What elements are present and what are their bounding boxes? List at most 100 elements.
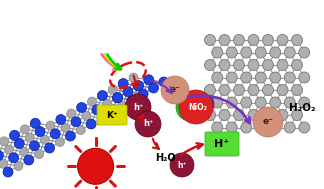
Circle shape: [170, 153, 194, 177]
Text: NiO₂: NiO₂: [189, 102, 207, 112]
Circle shape: [30, 118, 40, 128]
Circle shape: [123, 87, 133, 97]
Circle shape: [226, 122, 237, 133]
Circle shape: [234, 60, 245, 70]
Circle shape: [248, 35, 259, 46]
Circle shape: [255, 122, 266, 133]
Circle shape: [92, 105, 102, 115]
Circle shape: [20, 125, 29, 134]
Circle shape: [97, 114, 106, 122]
Circle shape: [133, 81, 143, 91]
Circle shape: [67, 109, 76, 118]
Circle shape: [234, 35, 245, 46]
Circle shape: [29, 141, 40, 151]
Circle shape: [128, 95, 138, 105]
Circle shape: [86, 119, 96, 129]
Circle shape: [76, 125, 85, 135]
Circle shape: [35, 149, 44, 159]
Circle shape: [107, 107, 117, 117]
Circle shape: [299, 47, 310, 58]
Circle shape: [159, 77, 169, 87]
Circle shape: [50, 129, 60, 139]
Circle shape: [234, 109, 245, 121]
Circle shape: [103, 99, 112, 108]
Circle shape: [262, 109, 273, 121]
Circle shape: [118, 101, 127, 111]
Circle shape: [262, 84, 273, 95]
Text: H₂O: H₂O: [155, 153, 175, 163]
Circle shape: [55, 138, 64, 146]
Circle shape: [179, 90, 213, 124]
Circle shape: [139, 90, 148, 98]
Circle shape: [204, 35, 215, 46]
Circle shape: [292, 60, 303, 70]
Circle shape: [212, 122, 223, 133]
Circle shape: [277, 84, 288, 95]
Circle shape: [284, 47, 295, 58]
Circle shape: [148, 83, 158, 93]
Circle shape: [284, 97, 295, 108]
Circle shape: [77, 148, 114, 184]
Circle shape: [35, 127, 45, 136]
Circle shape: [212, 72, 223, 83]
Circle shape: [5, 145, 13, 154]
Circle shape: [176, 93, 204, 121]
Circle shape: [112, 93, 122, 103]
Circle shape: [204, 60, 215, 70]
Circle shape: [248, 109, 259, 121]
Circle shape: [234, 84, 245, 95]
Circle shape: [248, 60, 259, 70]
Circle shape: [129, 73, 138, 82]
Text: h⁺: h⁺: [133, 102, 143, 112]
FancyBboxPatch shape: [97, 105, 127, 125]
Circle shape: [241, 122, 252, 133]
Circle shape: [3, 167, 13, 177]
Circle shape: [204, 84, 215, 95]
Circle shape: [219, 60, 230, 70]
Circle shape: [9, 130, 19, 140]
Circle shape: [65, 131, 75, 141]
Circle shape: [277, 60, 288, 70]
Circle shape: [270, 47, 281, 58]
Circle shape: [128, 95, 138, 105]
Circle shape: [219, 84, 230, 95]
Circle shape: [212, 97, 223, 108]
Circle shape: [241, 97, 252, 108]
Circle shape: [284, 72, 295, 83]
Circle shape: [226, 72, 237, 83]
Circle shape: [255, 72, 266, 83]
Circle shape: [98, 91, 108, 101]
Circle shape: [241, 72, 252, 83]
Circle shape: [204, 109, 215, 121]
Text: h⁺: h⁺: [143, 119, 153, 129]
Circle shape: [87, 97, 97, 106]
Circle shape: [46, 121, 55, 130]
Circle shape: [241, 47, 252, 58]
Circle shape: [108, 85, 117, 94]
Circle shape: [133, 81, 143, 91]
Circle shape: [292, 84, 303, 95]
Circle shape: [270, 122, 281, 133]
Text: e⁻: e⁻: [262, 118, 273, 126]
Circle shape: [161, 76, 189, 104]
Circle shape: [25, 133, 34, 142]
Circle shape: [61, 123, 70, 132]
Circle shape: [255, 97, 266, 108]
Circle shape: [40, 135, 49, 144]
Circle shape: [212, 47, 223, 58]
Circle shape: [77, 103, 87, 112]
Circle shape: [135, 111, 161, 137]
Circle shape: [248, 84, 259, 95]
Circle shape: [112, 93, 122, 103]
Circle shape: [255, 47, 266, 58]
Circle shape: [262, 60, 273, 70]
Circle shape: [138, 89, 148, 99]
Circle shape: [125, 94, 151, 120]
FancyBboxPatch shape: [205, 132, 239, 156]
Circle shape: [14, 139, 24, 149]
Circle shape: [56, 115, 66, 125]
Circle shape: [253, 107, 283, 137]
Circle shape: [292, 35, 303, 46]
Circle shape: [45, 143, 54, 153]
Circle shape: [270, 72, 281, 83]
